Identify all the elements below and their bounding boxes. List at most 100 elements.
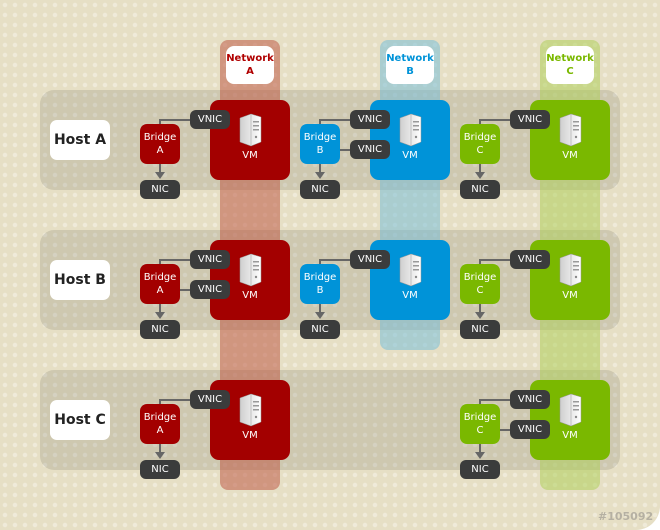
bridge-box: Bridge A	[140, 264, 180, 304]
arrow-down-icon	[315, 312, 325, 319]
vnic-box: VNIC	[190, 390, 230, 409]
vnic-box: VNIC	[350, 140, 390, 159]
bridge-box: Bridge B	[300, 124, 340, 164]
connector-line	[319, 302, 321, 314]
nic-label: NIC	[311, 184, 329, 195]
host-label: Host C	[50, 400, 110, 440]
connector-line	[159, 259, 191, 261]
nic-box: NIC	[460, 320, 500, 339]
nic-box: NIC	[140, 320, 180, 339]
connector-line	[479, 259, 511, 261]
connector-line	[319, 162, 321, 174]
vnic-label: VNIC	[197, 254, 223, 265]
connector-line	[159, 119, 191, 121]
nic-label: NIC	[151, 184, 169, 195]
vm-label: VM	[242, 430, 258, 441]
network-letter: B	[406, 66, 414, 77]
bridge-label: Bridge	[463, 272, 497, 283]
bridge-letter: C	[476, 285, 484, 296]
vnic-label: VNIC	[197, 114, 223, 125]
nic-label: NIC	[471, 184, 489, 195]
nic-label: NIC	[471, 464, 489, 475]
vnic-label: VNIC	[517, 114, 543, 125]
arrow-down-icon	[475, 452, 485, 459]
bridge-letter: A	[156, 425, 164, 436]
bridge-letter: A	[156, 285, 164, 296]
bridge-letter: C	[476, 425, 484, 436]
vnic-label: VNIC	[357, 144, 383, 155]
network-title: Network	[546, 53, 594, 64]
nic-box: NIC	[140, 180, 180, 199]
network-letter: C	[566, 66, 574, 77]
vm-label: VM	[242, 290, 258, 301]
vm-label: VM	[402, 150, 418, 161]
vm-label: VM	[402, 290, 418, 301]
figure-id: #105092	[598, 510, 654, 523]
host-label: Host B	[50, 260, 110, 300]
arrow-down-icon	[475, 172, 485, 179]
vnic-label: VNIC	[357, 254, 383, 265]
network-label-C: Network C	[546, 46, 594, 84]
vnic-box: VNIC	[190, 110, 230, 129]
connector-line	[479, 119, 511, 121]
vm-label: VM	[562, 290, 578, 301]
connector-line	[319, 259, 351, 261]
bridge-label: Bridge	[143, 132, 177, 143]
connector-line	[159, 302, 161, 314]
bridge-box: Bridge C	[460, 124, 500, 164]
nic-box: NIC	[140, 460, 180, 479]
arrow-down-icon	[315, 172, 325, 179]
nic-label: NIC	[151, 324, 169, 335]
bridge-label: Bridge	[303, 132, 337, 143]
vnic-box: VNIC	[350, 110, 390, 129]
nic-label: NIC	[151, 464, 169, 475]
vnic-box: VNIC	[510, 390, 550, 409]
nic-label: NIC	[311, 324, 329, 335]
vm-label: VM	[562, 430, 578, 441]
network-label-A: Network A	[226, 46, 274, 84]
connector-line	[340, 149, 352, 151]
connector-line	[159, 162, 161, 174]
vnic-label: VNIC	[517, 254, 543, 265]
vnic-box: VNIC	[190, 250, 230, 269]
nic-box: NIC	[460, 180, 500, 199]
vnic-label: VNIC	[357, 114, 383, 125]
nic-box: NIC	[300, 320, 340, 339]
network-label-B: Network B	[386, 46, 434, 84]
vnic-label: VNIC	[517, 394, 543, 405]
connector-line	[319, 119, 351, 121]
bridge-letter: C	[476, 145, 484, 156]
bridge-box: Bridge A	[140, 404, 180, 444]
bridge-letter: B	[316, 145, 324, 156]
vnic-label: VNIC	[197, 284, 223, 295]
bridge-box: Bridge B	[300, 264, 340, 304]
bridge-label: Bridge	[143, 272, 177, 283]
bridge-box: Bridge A	[140, 124, 180, 164]
vm-label: VM	[242, 150, 258, 161]
connector-line	[479, 399, 511, 401]
bridge-label: Bridge	[303, 272, 337, 283]
arrow-down-icon	[155, 452, 165, 459]
nic-box: NIC	[300, 180, 340, 199]
host-label: Host A	[50, 120, 110, 160]
nic-label: NIC	[471, 324, 489, 335]
network-title: Network	[386, 53, 434, 64]
bridge-box: Bridge C	[460, 264, 500, 304]
bridge-label: Bridge	[143, 412, 177, 423]
bridge-label: Bridge	[463, 412, 497, 423]
arrow-down-icon	[475, 312, 485, 319]
connector-line	[479, 302, 481, 314]
connector-line	[500, 429, 512, 431]
vm-label: VM	[562, 150, 578, 161]
vnic-box: VNIC	[350, 250, 390, 269]
connector-line	[180, 289, 192, 291]
connector-line	[159, 399, 191, 401]
arrow-down-icon	[155, 172, 165, 179]
network-letter: A	[246, 66, 254, 77]
bridge-letter: A	[156, 145, 164, 156]
vnic-box: VNIC	[510, 110, 550, 129]
bridge-label: Bridge	[463, 132, 497, 143]
bridge-box: Bridge C	[460, 404, 500, 444]
connector-line	[479, 162, 481, 174]
